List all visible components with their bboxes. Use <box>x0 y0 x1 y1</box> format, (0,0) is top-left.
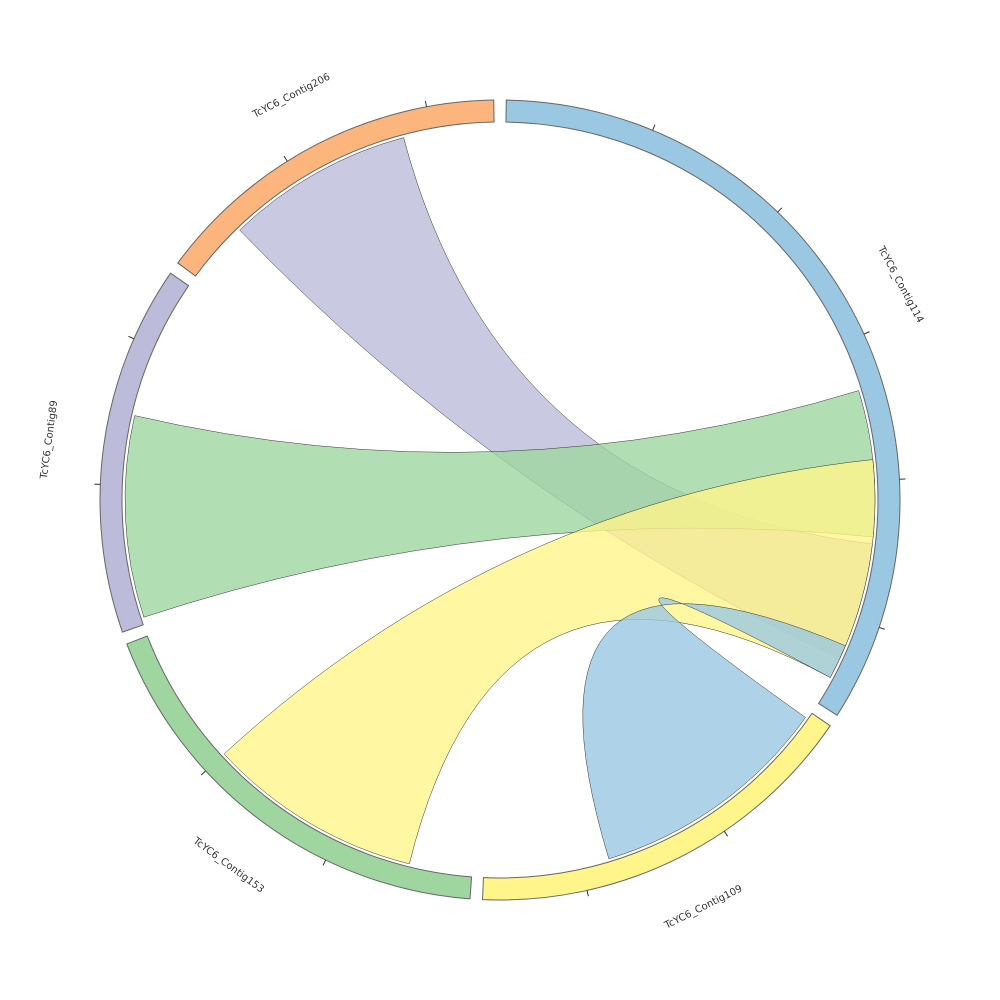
tick-mark <box>863 331 870 335</box>
tick-mark <box>200 770 207 776</box>
link-ribbon <box>223 459 876 865</box>
links <box>124 137 876 865</box>
node-arc <box>481 712 831 901</box>
tick-mark <box>652 124 656 131</box>
node-arc <box>126 635 473 900</box>
node-label: TcYC6_Contig153 <box>190 835 266 895</box>
node-label: TcYC6_Contig89 <box>39 400 61 481</box>
link-ribbon <box>582 597 846 860</box>
node-label: TcYC6_Contig206 <box>250 72 332 121</box>
tick-mark <box>283 155 288 162</box>
tick-mark <box>586 890 589 897</box>
node-label: TcYC6_Contig114 <box>875 244 926 325</box>
tick-mark <box>879 626 886 630</box>
node-label: TcYC6_Contig109 <box>662 883 744 931</box>
node-arc <box>99 272 190 633</box>
tick-mark <box>723 830 729 837</box>
tick-mark <box>424 100 427 107</box>
node-arc <box>177 99 495 277</box>
tick-mark <box>322 859 327 866</box>
node-arc <box>505 99 901 717</box>
tick-mark <box>777 207 783 213</box>
link-ribbon <box>124 390 876 618</box>
tick-mark <box>128 335 135 340</box>
